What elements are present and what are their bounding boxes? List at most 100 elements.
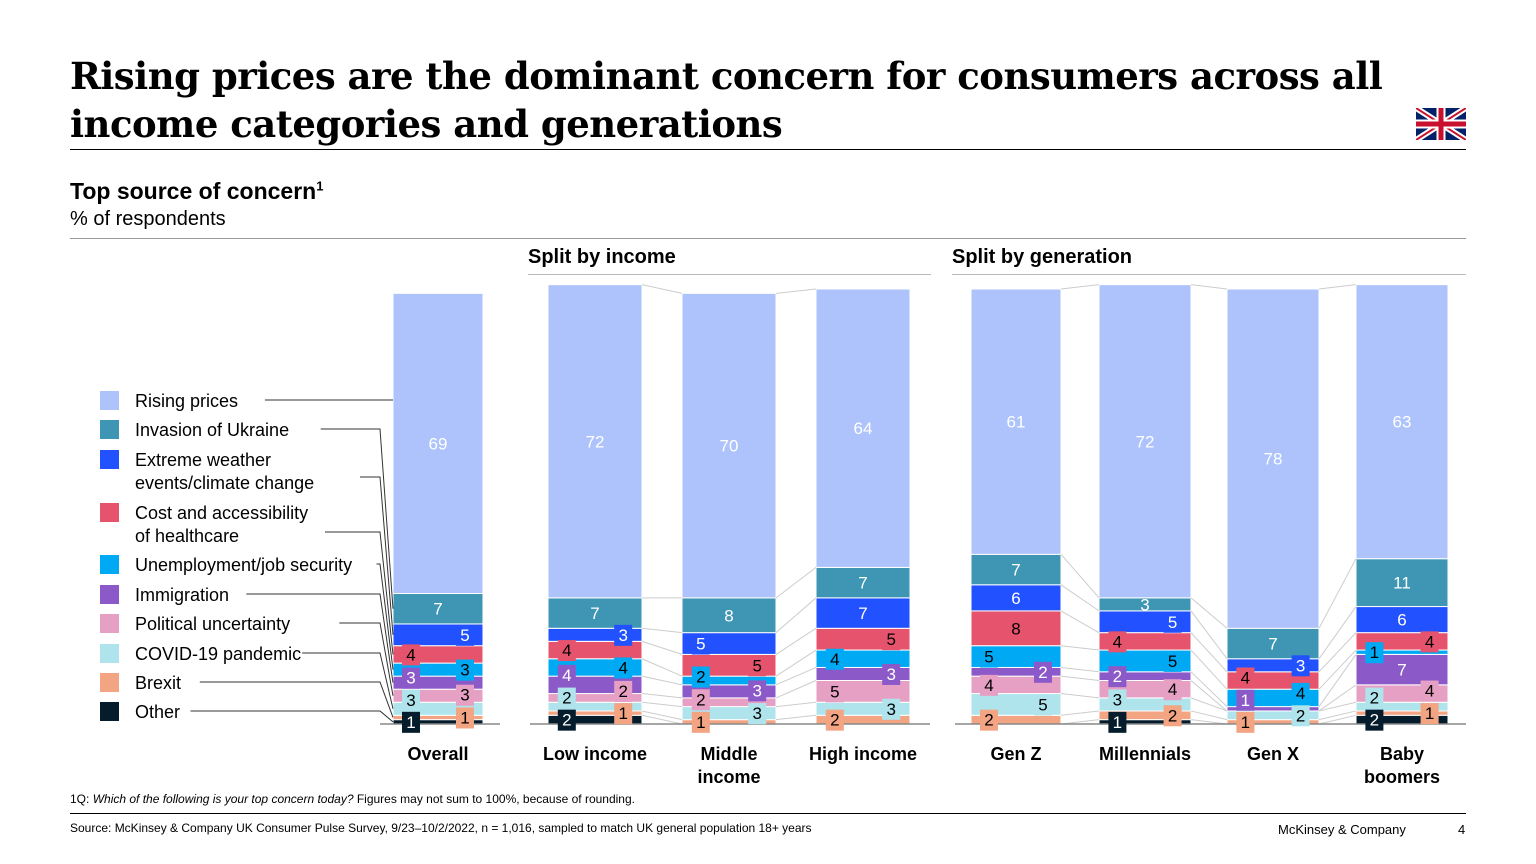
- label-badge: [748, 680, 767, 702]
- legend-label: Rising prices: [135, 391, 238, 411]
- label-badge: [882, 698, 901, 720]
- label-badge: [980, 674, 998, 696]
- legend-label: Brexit: [135, 673, 181, 693]
- connector-line: [1190, 597, 1228, 629]
- data-label: 72: [586, 432, 605, 451]
- legend-label: Cost and accessibility: [135, 503, 308, 523]
- footnote: 1Q: Which of the following is your top c…: [70, 792, 635, 806]
- data-label: 72: [1136, 432, 1155, 451]
- connector-line: [1060, 666, 1100, 673]
- title-rule: [70, 149, 1466, 150]
- connector-line: [641, 701, 683, 708]
- data-label: 5: [1168, 613, 1177, 632]
- bar-segment: [681, 292, 777, 599]
- legend-leader-line: [190, 710, 394, 723]
- data-label: 4: [562, 641, 571, 660]
- legend-swatch: [100, 673, 119, 692]
- data-label: 1: [1241, 713, 1250, 732]
- label-badge: [614, 680, 633, 702]
- label-badge: [1365, 687, 1384, 709]
- data-label: 1: [1425, 704, 1434, 723]
- legend-swatch: [100, 420, 119, 439]
- label-badge: [691, 711, 710, 733]
- label-badge: [614, 703, 633, 725]
- page-number: 4: [1458, 822, 1466, 837]
- data-label: 2: [1370, 689, 1379, 708]
- label-badge: [1420, 680, 1439, 702]
- bar-segment: [1098, 284, 1192, 599]
- category-label: Millennials: [1099, 744, 1191, 764]
- label-badge: [691, 633, 710, 655]
- data-label: 2: [618, 682, 627, 701]
- legend-label: Political uncertainty: [135, 614, 290, 634]
- data-label: 69: [429, 434, 448, 453]
- label-badge: [402, 667, 420, 689]
- label-badge: [1163, 679, 1182, 701]
- connector-line: [1060, 675, 1100, 681]
- label-badge: [1034, 661, 1052, 683]
- legend-swatch: [100, 450, 119, 469]
- data-label: 6: [1397, 611, 1406, 630]
- subtitle-sup: 1: [316, 178, 324, 194]
- connector-line: [1318, 649, 1357, 690]
- connector-line: [1060, 584, 1100, 612]
- bar-segment: [681, 597, 777, 634]
- legend-label: Immigration: [135, 585, 229, 605]
- label-badge: [1163, 705, 1182, 727]
- data-label: 2: [1113, 667, 1122, 686]
- connector-line: [1060, 710, 1100, 716]
- bar-segment: [1355, 284, 1449, 560]
- data-label: 2: [1038, 663, 1047, 682]
- connector-line: [1318, 632, 1357, 673]
- legend-leader-line: [325, 531, 394, 655]
- connector-line: [775, 627, 817, 655]
- connector-line: [1190, 610, 1228, 660]
- legend-label: Extreme weather: [135, 450, 271, 470]
- data-label: 5: [886, 630, 895, 649]
- data-label: 1: [696, 713, 705, 732]
- connector-line: [1190, 649, 1228, 690]
- legend-swatch: [100, 391, 119, 410]
- label-badge: [1108, 711, 1127, 733]
- category-label: High income: [809, 744, 917, 764]
- category-label: income: [697, 767, 760, 787]
- legend-swatch: [100, 585, 119, 604]
- label-badge: [614, 657, 633, 679]
- legend-label: events/climate change: [135, 473, 314, 493]
- brand-name: McKinsey & Company: [1278, 822, 1406, 837]
- data-label: 3: [886, 700, 895, 719]
- legend-leader-line: [246, 593, 394, 683]
- connector-line: [641, 658, 683, 677]
- bar-segment: [970, 610, 1062, 647]
- label-badge: [1365, 642, 1384, 664]
- data-label: 5: [696, 635, 705, 654]
- connector-line: [1318, 558, 1357, 629]
- connector-line: [641, 675, 683, 686]
- data-label: 4: [1241, 669, 1250, 688]
- label-badge: [1420, 703, 1439, 725]
- connector-line: [1318, 284, 1357, 290]
- label-badge: [825, 681, 844, 703]
- bar-segment: [970, 288, 1062, 555]
- data-label: 4: [1425, 682, 1434, 701]
- connector-line: [775, 680, 817, 699]
- data-label: 1: [1370, 643, 1379, 662]
- data-label: 3: [460, 661, 469, 680]
- generation-rule: [952, 274, 1466, 275]
- data-label: 4: [1113, 632, 1122, 651]
- connector-line: [775, 288, 817, 294]
- data-label: 1: [618, 704, 627, 723]
- legend-swatch: [100, 644, 119, 663]
- connector-line: [1060, 284, 1100, 290]
- data-label: 70: [720, 437, 739, 456]
- data-label: 7: [1268, 635, 1277, 654]
- category-label: Overall: [407, 744, 468, 764]
- category-label: Baby: [1380, 744, 1424, 764]
- data-label: 3: [618, 626, 627, 645]
- category-label: Gen Z: [990, 744, 1041, 764]
- label-badge: [456, 684, 474, 706]
- data-label: 2: [1370, 711, 1379, 730]
- label-badge: [402, 689, 420, 711]
- label-badge: [614, 624, 633, 646]
- connector-line: [1318, 654, 1357, 707]
